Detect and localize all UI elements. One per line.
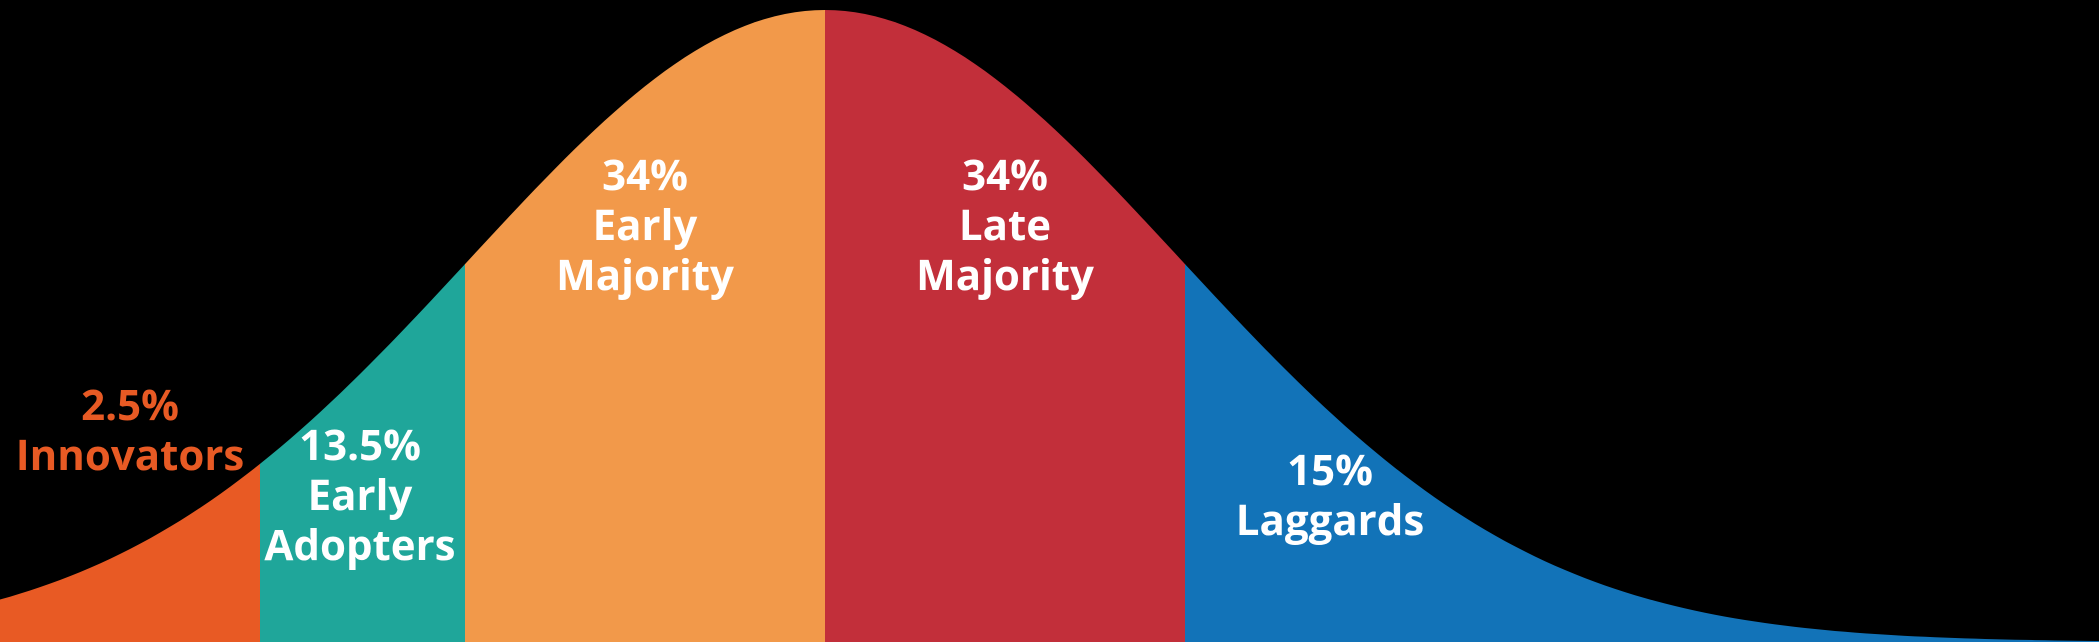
diffusion-of-innovation-bell-curve: 2.5%Innovators13.5%EarlyAdopters34%Early… [0, 0, 2099, 642]
label-early-adopters-pct: 13.5% [299, 416, 421, 473]
label-innovators-line1: Innovators [16, 426, 245, 483]
label-early-majority-pct: 34% [602, 146, 688, 203]
label-innovators-pct: 2.5% [81, 376, 179, 433]
label-laggards-line1: Laggards [1236, 491, 1424, 548]
label-early-majority-line2: Majority [556, 246, 734, 303]
label-early-majority-line1: Early [593, 196, 698, 253]
label-laggards-pct: 15% [1287, 441, 1373, 498]
label-late-majority-line2: Majority [916, 246, 1094, 303]
label-late-majority-pct: 34% [962, 146, 1048, 203]
label-early-adopters-line1: Early [308, 466, 413, 523]
label-late-majority-line1: Late [959, 196, 1051, 253]
label-early-adopters-line2: Adopters [264, 516, 455, 573]
